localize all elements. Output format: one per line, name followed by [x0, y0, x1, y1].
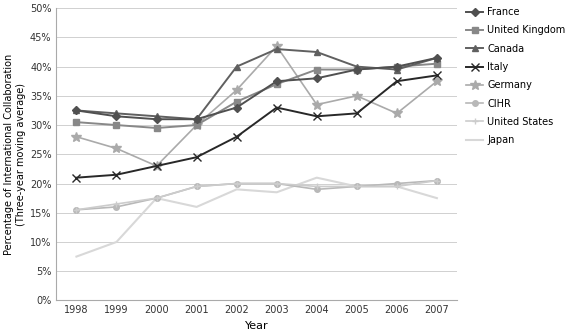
Canada [113, 111, 120, 115]
CIHR [73, 208, 80, 212]
United States [314, 185, 320, 189]
France [393, 65, 400, 69]
United States [233, 182, 240, 186]
Germany [273, 44, 280, 48]
Japan [273, 190, 280, 194]
France [233, 106, 240, 110]
Italy [153, 164, 160, 168]
Germany [73, 135, 80, 139]
United Kingdom [113, 123, 120, 127]
Germany [193, 123, 200, 127]
Italy [393, 79, 400, 83]
Japan [353, 185, 360, 189]
Y-axis label: Percentage of International Collaboration
(Three-year moving average): Percentage of International Collaboratio… [4, 54, 26, 255]
Canada [233, 65, 240, 69]
CIHR [393, 182, 400, 186]
CIHR [153, 196, 160, 200]
Canada [73, 109, 80, 113]
United Kingdom [73, 120, 80, 124]
Germany [393, 111, 400, 115]
CIHR [314, 187, 320, 191]
Canada [353, 65, 360, 69]
France [153, 117, 160, 121]
United States [433, 179, 440, 183]
Line: United Kingdom: United Kingdom [74, 61, 439, 131]
United Kingdom [273, 82, 280, 86]
Line: Italy: Italy [72, 71, 441, 182]
Japan [113, 240, 120, 244]
Line: CIHR: CIHR [74, 178, 439, 213]
CIHR [113, 205, 120, 209]
Germany [433, 79, 440, 83]
United States [393, 185, 400, 189]
CIHR [233, 182, 240, 186]
United Kingdom [233, 100, 240, 104]
Germany [353, 94, 360, 98]
Line: Japan: Japan [76, 178, 437, 257]
Line: Germany: Germany [72, 41, 442, 171]
Canada [393, 68, 400, 72]
France [353, 68, 360, 72]
Canada [314, 50, 320, 54]
United States [273, 182, 280, 186]
CIHR [273, 182, 280, 186]
Japan [433, 196, 440, 200]
CIHR [193, 185, 200, 189]
France [273, 79, 280, 83]
Italy [193, 155, 200, 159]
Italy [353, 111, 360, 115]
France [433, 56, 440, 60]
Japan [233, 187, 240, 191]
France [314, 76, 320, 80]
Japan [193, 205, 200, 209]
Japan [73, 255, 80, 259]
United States [193, 185, 200, 189]
Legend: France, United Kingdom, Canada, Italy, Germany, CIHR, United States, Japan: France, United Kingdom, Canada, Italy, G… [466, 7, 565, 145]
Germany [233, 88, 240, 92]
United States [113, 202, 120, 206]
United Kingdom [393, 65, 400, 69]
United Kingdom [314, 68, 320, 72]
Italy [273, 106, 280, 110]
United Kingdom [353, 68, 360, 72]
France [73, 109, 80, 113]
Line: United States: United States [73, 177, 441, 213]
Germany [153, 164, 160, 168]
Canada [273, 47, 280, 51]
United States [153, 196, 160, 200]
Italy [73, 176, 80, 180]
Italy [233, 135, 240, 139]
Canada [433, 56, 440, 60]
Italy [433, 73, 440, 77]
CIHR [433, 179, 440, 183]
United States [353, 185, 360, 189]
Line: Canada: Canada [73, 46, 441, 123]
Line: France: France [74, 55, 439, 122]
United Kingdom [153, 126, 160, 130]
Japan [393, 185, 400, 189]
United Kingdom [433, 62, 440, 66]
France [113, 114, 120, 118]
United States [73, 208, 80, 212]
Japan [314, 176, 320, 180]
Japan [153, 196, 160, 200]
CIHR [353, 185, 360, 189]
Canada [153, 114, 160, 118]
France [193, 117, 200, 121]
Italy [113, 173, 120, 177]
Germany [113, 146, 120, 150]
Germany [314, 103, 320, 107]
Italy [314, 114, 320, 118]
United Kingdom [193, 123, 200, 127]
Canada [193, 117, 200, 121]
X-axis label: Year: Year [245, 321, 268, 331]
